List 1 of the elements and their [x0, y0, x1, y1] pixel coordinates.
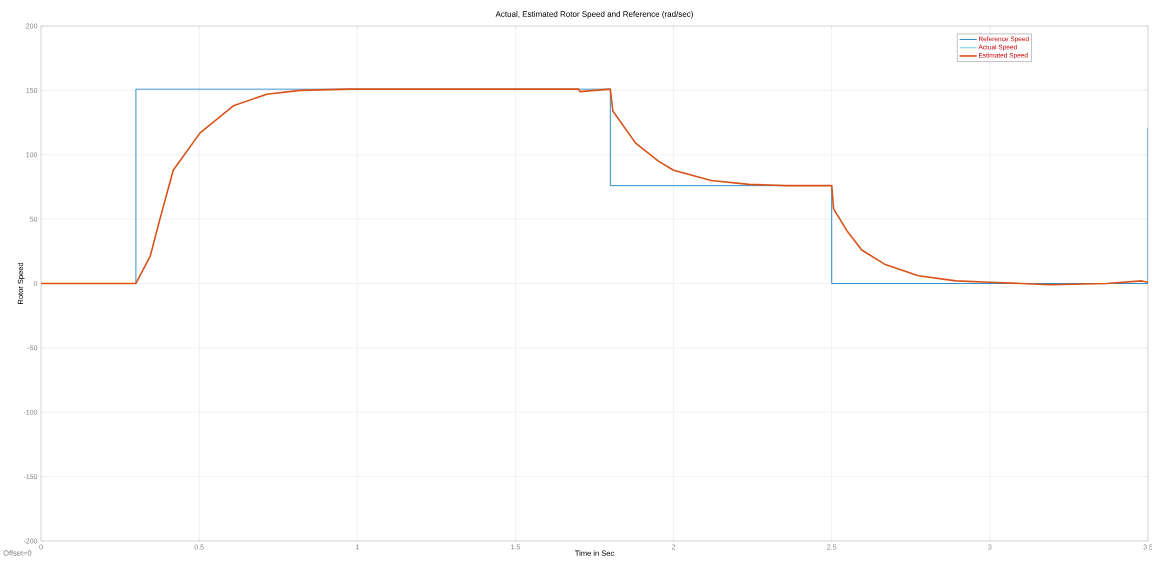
chart-title: Actual, Estimated Rotor Speed and Reference (rad/sec) [495, 11, 693, 19]
